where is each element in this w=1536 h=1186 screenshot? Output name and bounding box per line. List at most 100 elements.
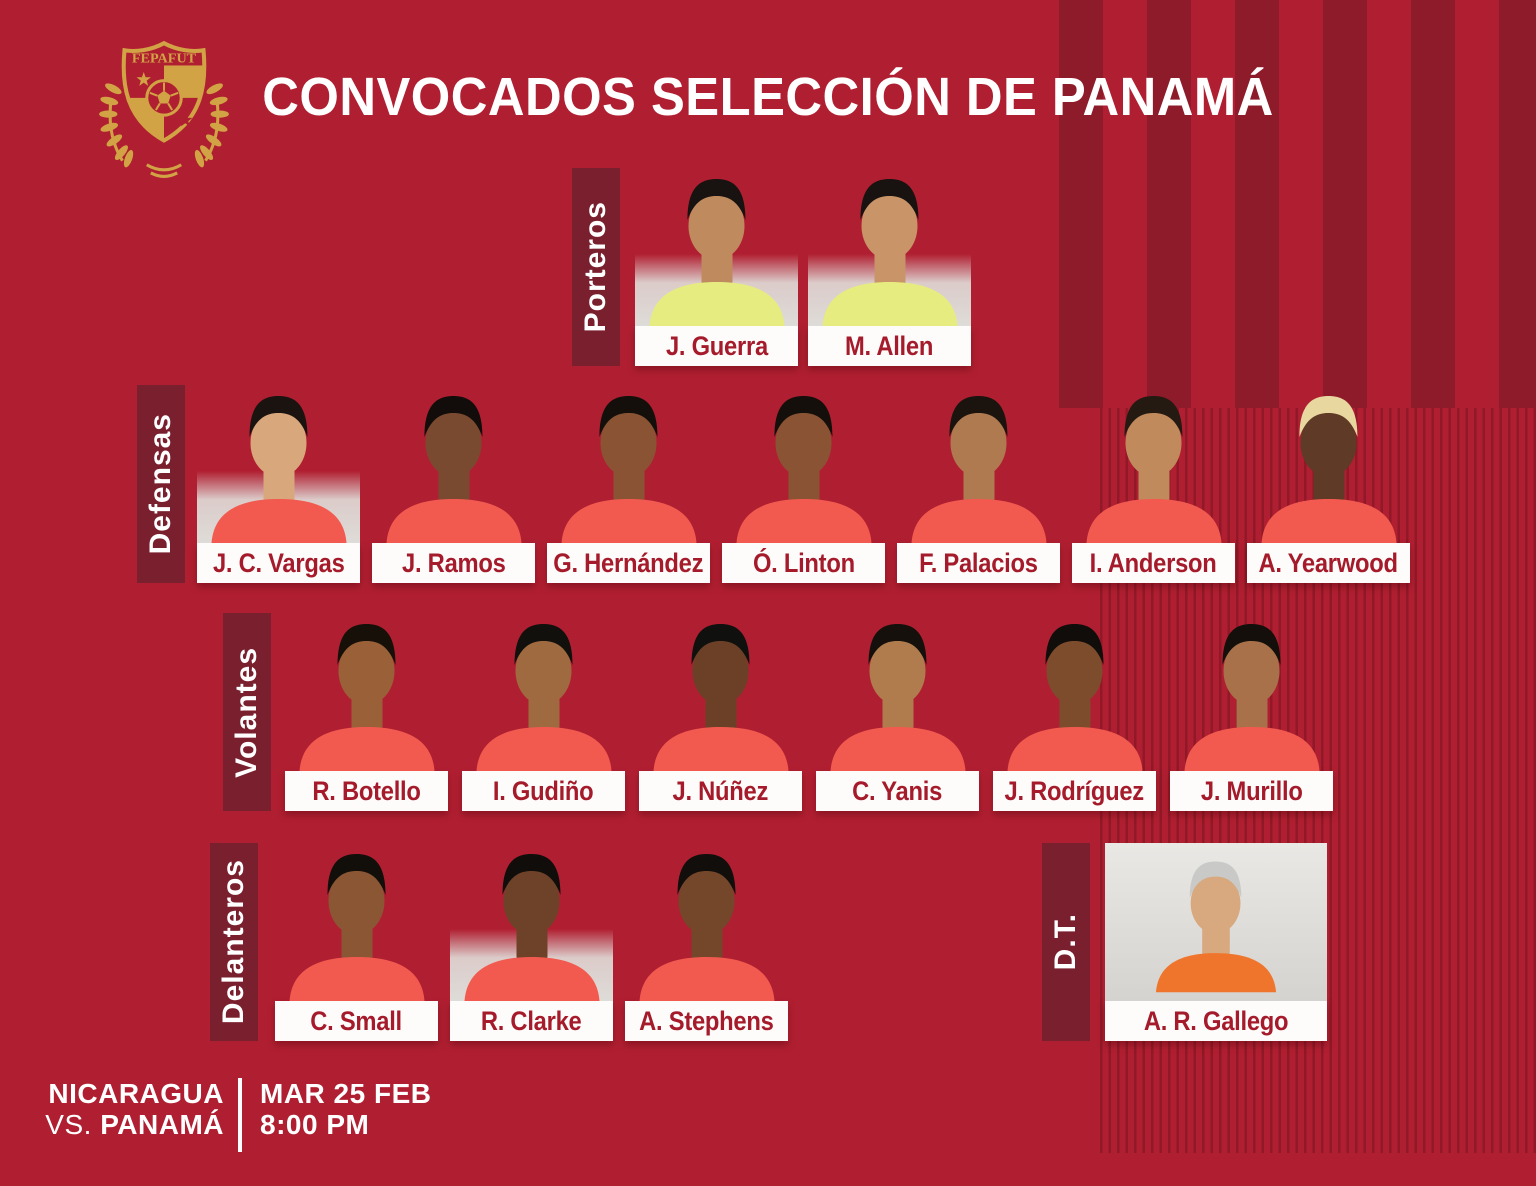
player-photo xyxy=(897,385,1060,543)
player-name-plate: M. Allen xyxy=(808,326,971,366)
match-date: MAR 25 FEB xyxy=(260,1078,432,1109)
player-name-plate: C. Small xyxy=(275,1001,438,1041)
player-card: A. Yearwood xyxy=(1247,385,1410,583)
player-card: R. Clarke xyxy=(450,843,613,1041)
team-1: NICARAGUA xyxy=(48,1078,224,1109)
player-photo xyxy=(1105,843,1327,1001)
player-photo xyxy=(372,385,535,543)
match-time: 8:00 PM xyxy=(260,1109,370,1140)
player-name: C. Yanis xyxy=(852,775,943,806)
player-card: I. Gudiño xyxy=(462,613,625,811)
match-teams: NICARAGUA VS. PANAMÁ xyxy=(40,1078,224,1152)
player-name: J. Núñez xyxy=(672,775,769,806)
player-card: R. Botello xyxy=(285,613,448,811)
player-name: Ó. Linton xyxy=(752,547,855,578)
match-info: NICARAGUA VS. PANAMÁ MAR 25 FEB 8:00 PM xyxy=(40,1078,431,1152)
player-name-plate: A. Yearwood xyxy=(1247,543,1410,583)
match-datetime: MAR 25 FEB 8:00 PM xyxy=(260,1078,431,1152)
player-name-plate: C. Yanis xyxy=(816,771,979,811)
player-name: J. Rodríguez xyxy=(1004,775,1145,806)
section-label-dt: D.T. xyxy=(1042,843,1090,1041)
player-photo xyxy=(1072,385,1235,543)
player-photo xyxy=(808,168,971,326)
player-name-plate: G. Hernández xyxy=(547,543,710,583)
player-card: A. R. Gallego xyxy=(1105,843,1327,1041)
player-name: I. Anderson xyxy=(1090,547,1217,578)
player-name: I. Gudiño xyxy=(493,775,594,806)
player-name-plate: J. Núñez xyxy=(639,771,802,811)
fepafut-crest-icon: FEPAFUT xyxy=(97,28,231,178)
player-name: A. Stephens xyxy=(639,1005,774,1036)
player-name-plate: Ó. Linton xyxy=(722,543,885,583)
player-card: J. C. Vargas xyxy=(197,385,360,583)
player-card: G. Hernández xyxy=(547,385,710,583)
player-card: J. Guerra xyxy=(635,168,798,366)
player-name: A. R. Gallego xyxy=(1143,1005,1289,1036)
player-card: J. Rodríguez xyxy=(993,613,1156,811)
fepafut-logo: FEPAFUT xyxy=(88,28,240,186)
player-name-plate: R. Clarke xyxy=(450,1001,613,1041)
row-defensas: J. C. Vargas J. Ramos G. Hernández Ó. Linto… xyxy=(197,385,1410,583)
player-photo xyxy=(197,385,360,543)
player-name-plate: I. Anderson xyxy=(1072,543,1235,583)
vs-label: VS. xyxy=(45,1109,92,1140)
player-name: J. C. Vargas xyxy=(212,547,345,578)
player-card: F. Palacios xyxy=(897,385,1060,583)
player-name-plate: F. Palacios xyxy=(897,543,1060,583)
player-name: J. Ramos xyxy=(401,547,506,578)
footer-divider xyxy=(238,1078,242,1152)
section-label-text: Volantes xyxy=(230,646,263,778)
player-name-plate: R. Botello xyxy=(285,771,448,811)
player-card: J. Ramos xyxy=(372,385,535,583)
section-label-text: D.T. xyxy=(1049,913,1082,971)
player-card: J. Núñez xyxy=(639,613,802,811)
player-photo xyxy=(722,385,885,543)
section-label-porteros: Porteros xyxy=(572,168,620,366)
row-porteros: J. Guerra M. Allen xyxy=(635,168,971,366)
player-photo xyxy=(285,613,448,771)
section-label-text: Porteros xyxy=(579,201,612,333)
player-name-plate: A. Stephens xyxy=(625,1001,788,1041)
logo-text: FEPAFUT xyxy=(132,50,197,66)
player-card: C. Small xyxy=(275,843,438,1041)
player-photo xyxy=(275,843,438,1001)
team-2-name: PANAMÁ xyxy=(100,1109,224,1140)
player-name: R. Clarke xyxy=(481,1005,582,1036)
section-label-delanteros: Delanteros xyxy=(210,843,258,1041)
player-photo xyxy=(547,385,710,543)
player-name-plate: J. Rodríguez xyxy=(993,771,1156,811)
background-wide-stripes xyxy=(1059,0,1536,408)
section-label-volantes: Volantes xyxy=(223,613,271,811)
team-2: VS. PANAMÁ xyxy=(40,1109,224,1140)
player-photo xyxy=(462,613,625,771)
section-label-text: Defensas xyxy=(144,413,177,555)
player-photo xyxy=(993,613,1156,771)
player-photo xyxy=(639,613,802,771)
player-name-plate: J. Ramos xyxy=(372,543,535,583)
player-name-plate: I. Gudiño xyxy=(462,771,625,811)
row-delanteros: C. Small R. Clarke A. Stephens xyxy=(275,843,788,1041)
player-photo xyxy=(635,168,798,326)
player-photo xyxy=(625,843,788,1001)
player-name-plate: A. R. Gallego xyxy=(1105,1001,1327,1041)
player-card: A. Stephens xyxy=(625,843,788,1041)
player-name: C. Small xyxy=(310,1005,403,1036)
player-name: F. Palacios xyxy=(919,547,1038,578)
player-card: Ó. Linton xyxy=(722,385,885,583)
row-dt: A. R. Gallego xyxy=(1105,843,1327,1041)
player-card: C. Yanis xyxy=(816,613,979,811)
player-name: A. Yearwood xyxy=(1258,547,1399,578)
player-photo xyxy=(816,613,979,771)
player-card: J. Murillo xyxy=(1170,613,1333,811)
player-photo xyxy=(1247,385,1410,543)
player-name: M. Allen xyxy=(845,330,934,361)
player-name: J. Murillo xyxy=(1200,775,1303,806)
player-photo xyxy=(450,843,613,1001)
player-card: M. Allen xyxy=(808,168,971,366)
section-label-defensas: Defensas xyxy=(137,385,185,583)
player-card: I. Anderson xyxy=(1072,385,1235,583)
player-name: R. Botello xyxy=(312,775,421,806)
player-name-plate: J. Murillo xyxy=(1170,771,1333,811)
player-name-plate: J. C. Vargas xyxy=(197,543,360,583)
row-volantes: R. Botello I. Gudiño J. Núñez C. Yanis J. Ro… xyxy=(285,613,1333,811)
